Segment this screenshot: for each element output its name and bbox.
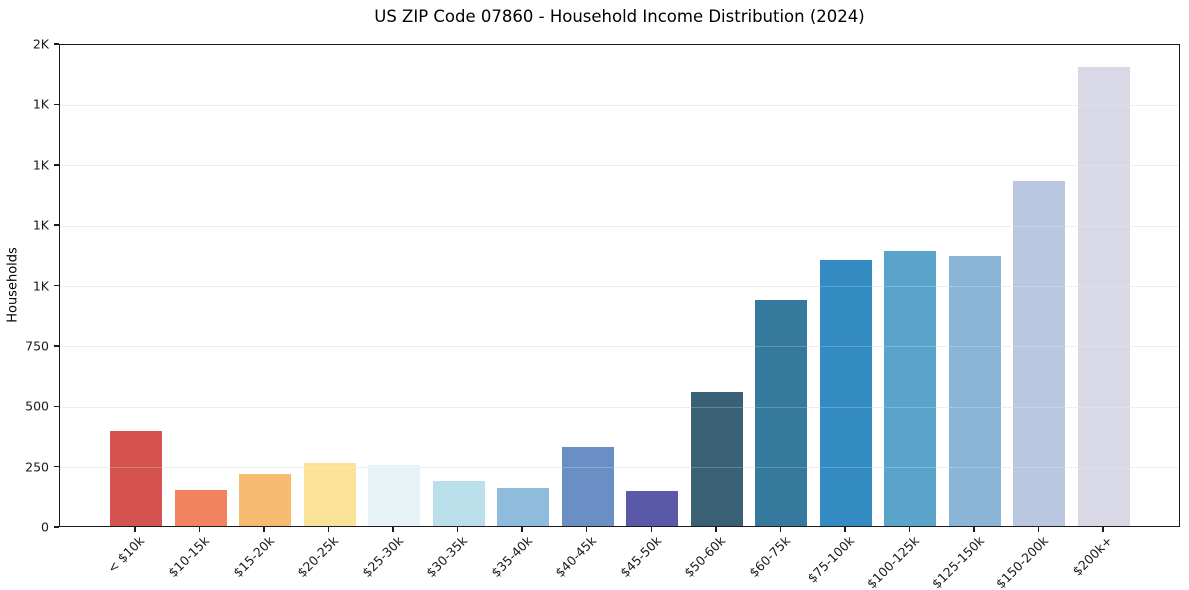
y-tick-label: 250 bbox=[25, 459, 49, 475]
y-tick-mark bbox=[54, 43, 59, 45]
gridline-overlay bbox=[60, 104, 1179, 106]
gridline bbox=[60, 225, 1179, 227]
x-tick-label: $200k+ bbox=[1069, 533, 1116, 579]
y-tick-label: 750 bbox=[25, 338, 49, 354]
x-tick-mark bbox=[263, 527, 265, 532]
x-tick-mark bbox=[908, 527, 911, 532]
x-tick-mark bbox=[1037, 527, 1040, 532]
x-tick-mark bbox=[134, 527, 136, 532]
bar bbox=[368, 465, 421, 526]
x-tick-label: $15-20k bbox=[229, 533, 277, 581]
bar bbox=[819, 260, 872, 526]
x-tick-label: $50-60k bbox=[681, 533, 729, 581]
x-tick-label: $40-45k bbox=[552, 533, 600, 581]
y-tick-mark bbox=[54, 103, 59, 106]
x-tick-label: $35-40k bbox=[487, 533, 535, 581]
y-tick-label: 2K bbox=[32, 36, 49, 52]
x-tick-mark bbox=[715, 527, 717, 532]
gridline bbox=[60, 346, 1179, 348]
x-tick-mark bbox=[456, 527, 459, 532]
gridline bbox=[60, 467, 1179, 469]
y-tick-mark bbox=[54, 345, 59, 347]
bar bbox=[303, 463, 356, 526]
y-tick-label: 0 bbox=[41, 519, 49, 535]
x-tick-label: $75-100k bbox=[804, 533, 858, 586]
chart-title: US ZIP Code 07860 - Household Income Dis… bbox=[374, 7, 865, 26]
gridline-overlay bbox=[60, 165, 1179, 167]
y-tick-label: 1K bbox=[32, 96, 49, 112]
bar bbox=[1013, 180, 1066, 526]
x-tick-mark bbox=[392, 527, 394, 532]
y-tick-label: 1K bbox=[32, 217, 49, 233]
x-tick-label: $45-50k bbox=[616, 533, 664, 581]
bar bbox=[174, 490, 227, 526]
bar bbox=[948, 256, 1001, 526]
gridline bbox=[60, 104, 1179, 106]
x-tick-label: $10-15k bbox=[165, 533, 213, 581]
y-tick-mark bbox=[54, 465, 59, 468]
x-tick-mark bbox=[521, 527, 523, 532]
y-tick-mark bbox=[54, 284, 59, 287]
y-tick-label: 1K bbox=[32, 157, 49, 173]
plot-area bbox=[59, 44, 1180, 527]
bar bbox=[690, 391, 743, 526]
x-tick-mark bbox=[585, 527, 588, 532]
y-tick-label: 500 bbox=[25, 398, 49, 414]
gridline-overlay bbox=[60, 406, 1179, 408]
x-tick-mark bbox=[844, 527, 846, 532]
x-tick-label: $125-150k bbox=[928, 533, 987, 590]
bar bbox=[884, 250, 937, 526]
x-tick-label: $20-25k bbox=[294, 533, 342, 581]
bar bbox=[755, 300, 808, 526]
x-tick-mark bbox=[198, 527, 201, 532]
y-tick-mark bbox=[54, 526, 59, 528]
bar bbox=[432, 481, 485, 526]
bar bbox=[110, 430, 162, 526]
x-tick-mark bbox=[779, 527, 782, 532]
bar bbox=[561, 446, 614, 526]
gridline-overlay bbox=[60, 225, 1179, 227]
x-tick-label: < $10k bbox=[104, 533, 148, 576]
x-tick-mark bbox=[973, 527, 975, 532]
bar bbox=[626, 490, 679, 526]
x-tick-label: $25-30k bbox=[358, 533, 406, 581]
y-tick-mark bbox=[54, 224, 59, 226]
gridline bbox=[60, 286, 1179, 287]
bar bbox=[239, 473, 292, 526]
y-tick-mark bbox=[54, 405, 59, 407]
gridline bbox=[60, 406, 1179, 408]
gridline-overlay bbox=[60, 467, 1179, 469]
gridline bbox=[60, 165, 1179, 167]
x-tick-label: $100-125k bbox=[863, 533, 923, 590]
x-tick-label: $30-35k bbox=[423, 533, 471, 581]
x-tick-mark bbox=[650, 527, 652, 532]
x-tick-label: $150-200k bbox=[992, 533, 1052, 590]
y-tick-mark bbox=[54, 164, 59, 166]
x-tick-mark bbox=[327, 527, 330, 532]
x-tick-mark bbox=[1102, 527, 1104, 532]
gridline-overlay bbox=[60, 346, 1179, 348]
x-tick-label: $60-75k bbox=[745, 533, 793, 581]
gridline-overlay bbox=[60, 286, 1179, 287]
bar bbox=[1077, 67, 1130, 526]
bar bbox=[497, 488, 550, 526]
y-tick-label: 1K bbox=[32, 278, 49, 293]
